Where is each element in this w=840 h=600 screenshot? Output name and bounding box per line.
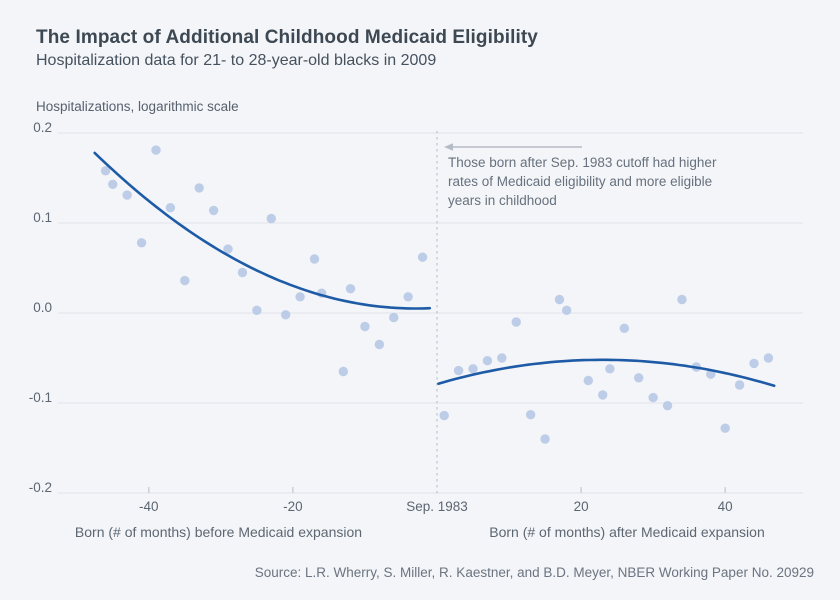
- data-point: [763, 353, 774, 363]
- data-point: [561, 305, 572, 315]
- fit-after-cutoff: [437, 358, 776, 388]
- data-point: [468, 364, 478, 374]
- data-point: [100, 166, 111, 176]
- page-subtitle: Hospitalization data for 21- to 28-year-…: [36, 52, 437, 69]
- y-tick-label: 0.2: [33, 120, 52, 135]
- source-credit: Source: L.R. Wherry, S. Miller, R. Kaest…: [254, 565, 814, 580]
- data-point: [662, 401, 673, 411]
- data-point: [482, 356, 493, 366]
- y-tick-label: -0.2: [29, 480, 52, 495]
- data-point: [266, 213, 276, 224]
- data-point: [136, 238, 147, 248]
- arrow-left-icon: [444, 143, 453, 151]
- y-tick-label: -0.1: [29, 390, 52, 405]
- data-point: [180, 275, 190, 286]
- data-point: [525, 410, 536, 420]
- data-point: [280, 310, 291, 320]
- data-point: [338, 366, 349, 377]
- data-point: [734, 380, 745, 390]
- data-point: [453, 365, 464, 376]
- data-point: [749, 358, 759, 369]
- y-tick-label: 0.1: [33, 210, 52, 225]
- data-point: [360, 321, 370, 332]
- x-tick-label: 20: [574, 499, 589, 514]
- data-point: [122, 190, 132, 200]
- data-point: [403, 292, 413, 302]
- data-point: [677, 294, 687, 305]
- data-point: [417, 252, 428, 262]
- x-tick-label: -20: [283, 499, 303, 514]
- data-point: [194, 183, 204, 193]
- data-point: [151, 145, 161, 155]
- data-point: [208, 205, 219, 216]
- x-tick-label: 40: [718, 499, 733, 514]
- data-point: [634, 373, 644, 383]
- data-point: [108, 179, 118, 189]
- data-point: [619, 323, 630, 333]
- data-point: [165, 203, 176, 213]
- data-point: [309, 254, 320, 264]
- y-axis-title: Hospitalizations, logarithmic scale: [36, 99, 239, 114]
- data-point: [345, 284, 356, 294]
- fit-before-cutoff: [93, 151, 432, 310]
- data-point: [554, 294, 565, 305]
- annotation-line: Those born after Sep. 1983 cutoff had hi…: [448, 155, 717, 170]
- data-point: [237, 267, 248, 278]
- data-point: [540, 434, 550, 444]
- x-axis-label-after: Born (# of months) after Medicaid expans…: [489, 524, 765, 540]
- data-point: [583, 375, 593, 386]
- data-point: [439, 410, 449, 421]
- y-tick-label: 0.0: [33, 300, 52, 315]
- data-point: [605, 364, 615, 374]
- annotation-line: rates of Medicaid eligibility and more e…: [448, 174, 713, 189]
- data-point: [295, 292, 305, 302]
- data-point: [648, 392, 658, 403]
- data-point: [497, 353, 507, 363]
- x-tick-label: -40: [139, 499, 159, 514]
- data-point: [223, 244, 233, 254]
- x-axis-label-before: Born (# of months) before Medicaid expan…: [74, 524, 363, 540]
- annotation-text: Those born after Sep. 1983 cutoff had hi…: [448, 153, 716, 210]
- data-point: [720, 423, 730, 433]
- data-point: [511, 317, 521, 327]
- page-title: The Impact of Additional Childhood Medic…: [36, 27, 538, 48]
- data-point: [252, 305, 262, 315]
- data-point: [389, 312, 399, 323]
- data-point: [374, 339, 385, 350]
- annotation-line: years in childhood: [448, 193, 557, 208]
- x-tick-label: Sep. 1983: [406, 499, 468, 514]
- data-point: [598, 390, 608, 400]
